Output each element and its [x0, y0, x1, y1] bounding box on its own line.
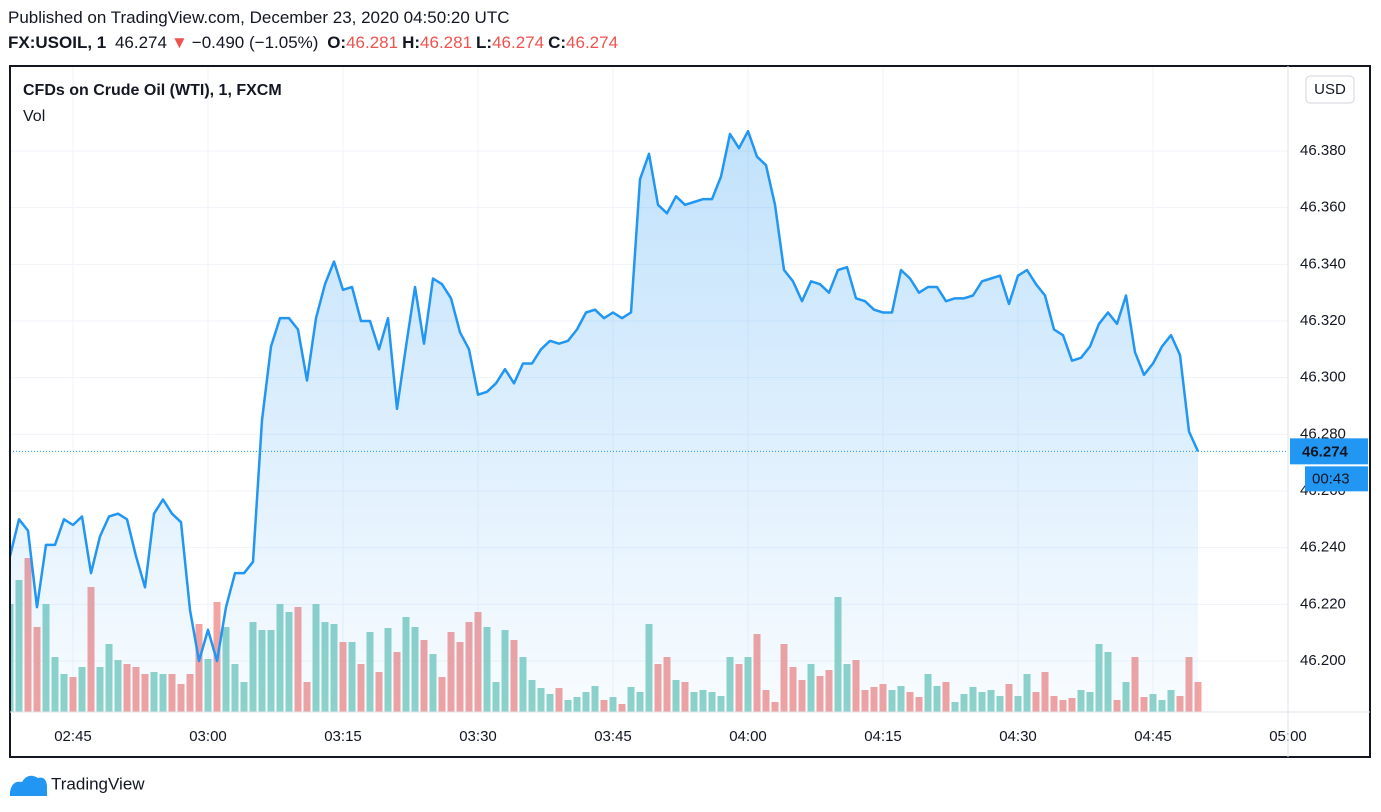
chart-title: CFDs on Crude Oil (WTI), 1, FXCM — [23, 82, 282, 99]
change: −0.490 (−1.05%) — [191, 33, 319, 52]
ohlc-value: 46.274 — [492, 33, 545, 52]
y-tick-label: 46.200 — [1300, 652, 1346, 669]
symbol-row: FX:USOIL, 1 46.274 ▼ −0.490 (−1.05%) O:46.… — [8, 33, 626, 53]
logo — [10, 775, 47, 796]
y-tick-label: 46.300 — [1300, 369, 1346, 386]
x-tick-label: 03:45 — [594, 728, 632, 745]
frame — [9, 65, 1371, 758]
y-tick-label: 46.240 — [1300, 539, 1346, 556]
x-tick-label: 04:30 — [999, 728, 1037, 745]
x-tick-label: 04:45 — [1134, 728, 1172, 745]
currency-button[interactable] — [1305, 75, 1355, 104]
countdown: 00:43 — [1312, 470, 1350, 487]
countdown-tag — [1305, 466, 1368, 492]
ohlc-value: 46.281 — [346, 33, 399, 52]
ohlc-key: L: — [476, 33, 493, 52]
ohlc-value: 46.274 — [566, 33, 619, 52]
currency[interactable]: USD — [1314, 81, 1346, 98]
x-tick-label: 03:15 — [324, 728, 362, 745]
published: Published on TradingView.com, December 2… — [8, 8, 510, 27]
y-tick-label: 46.380 — [1300, 142, 1346, 159]
ohlc: O:46.281 H:46.281 L:46.274 C:46.274 — [327, 33, 622, 52]
x-tick-label: 02:45 — [54, 728, 92, 745]
ohlc-key: C: — [548, 33, 567, 52]
area-fill — [10, 131, 1198, 712]
y-tick-label: 46.220 — [1300, 595, 1346, 612]
arrow: ▼ — [170, 33, 188, 52]
y-tick-label: 46.320 — [1300, 312, 1346, 329]
last-price-label: 46.274 — [1302, 443, 1349, 460]
x-tick-label: 03:30 — [459, 728, 497, 745]
x-tick-label: 03:00 — [189, 728, 227, 745]
price-line — [10, 129, 1200, 663]
ohlc-key: H: — [402, 33, 421, 52]
last-price-tag — [1290, 438, 1368, 465]
symbol: FX:USOIL, 1 — [8, 33, 107, 52]
x-tick-label: 04:15 — [864, 728, 902, 745]
volume-legend: Vol — [23, 108, 45, 125]
y-tick-label: 46.280 — [1300, 425, 1346, 442]
brand: TradingView — [51, 774, 145, 793]
ohlc-value: 46.281 — [420, 33, 473, 52]
last: 46.274 — [114, 33, 167, 52]
y-tick-label: 46.360 — [1300, 199, 1346, 216]
y-tick-label: 46.340 — [1300, 255, 1346, 272]
x-tick-label: 04:00 — [729, 728, 767, 745]
ohlc-key: O: — [327, 33, 347, 52]
